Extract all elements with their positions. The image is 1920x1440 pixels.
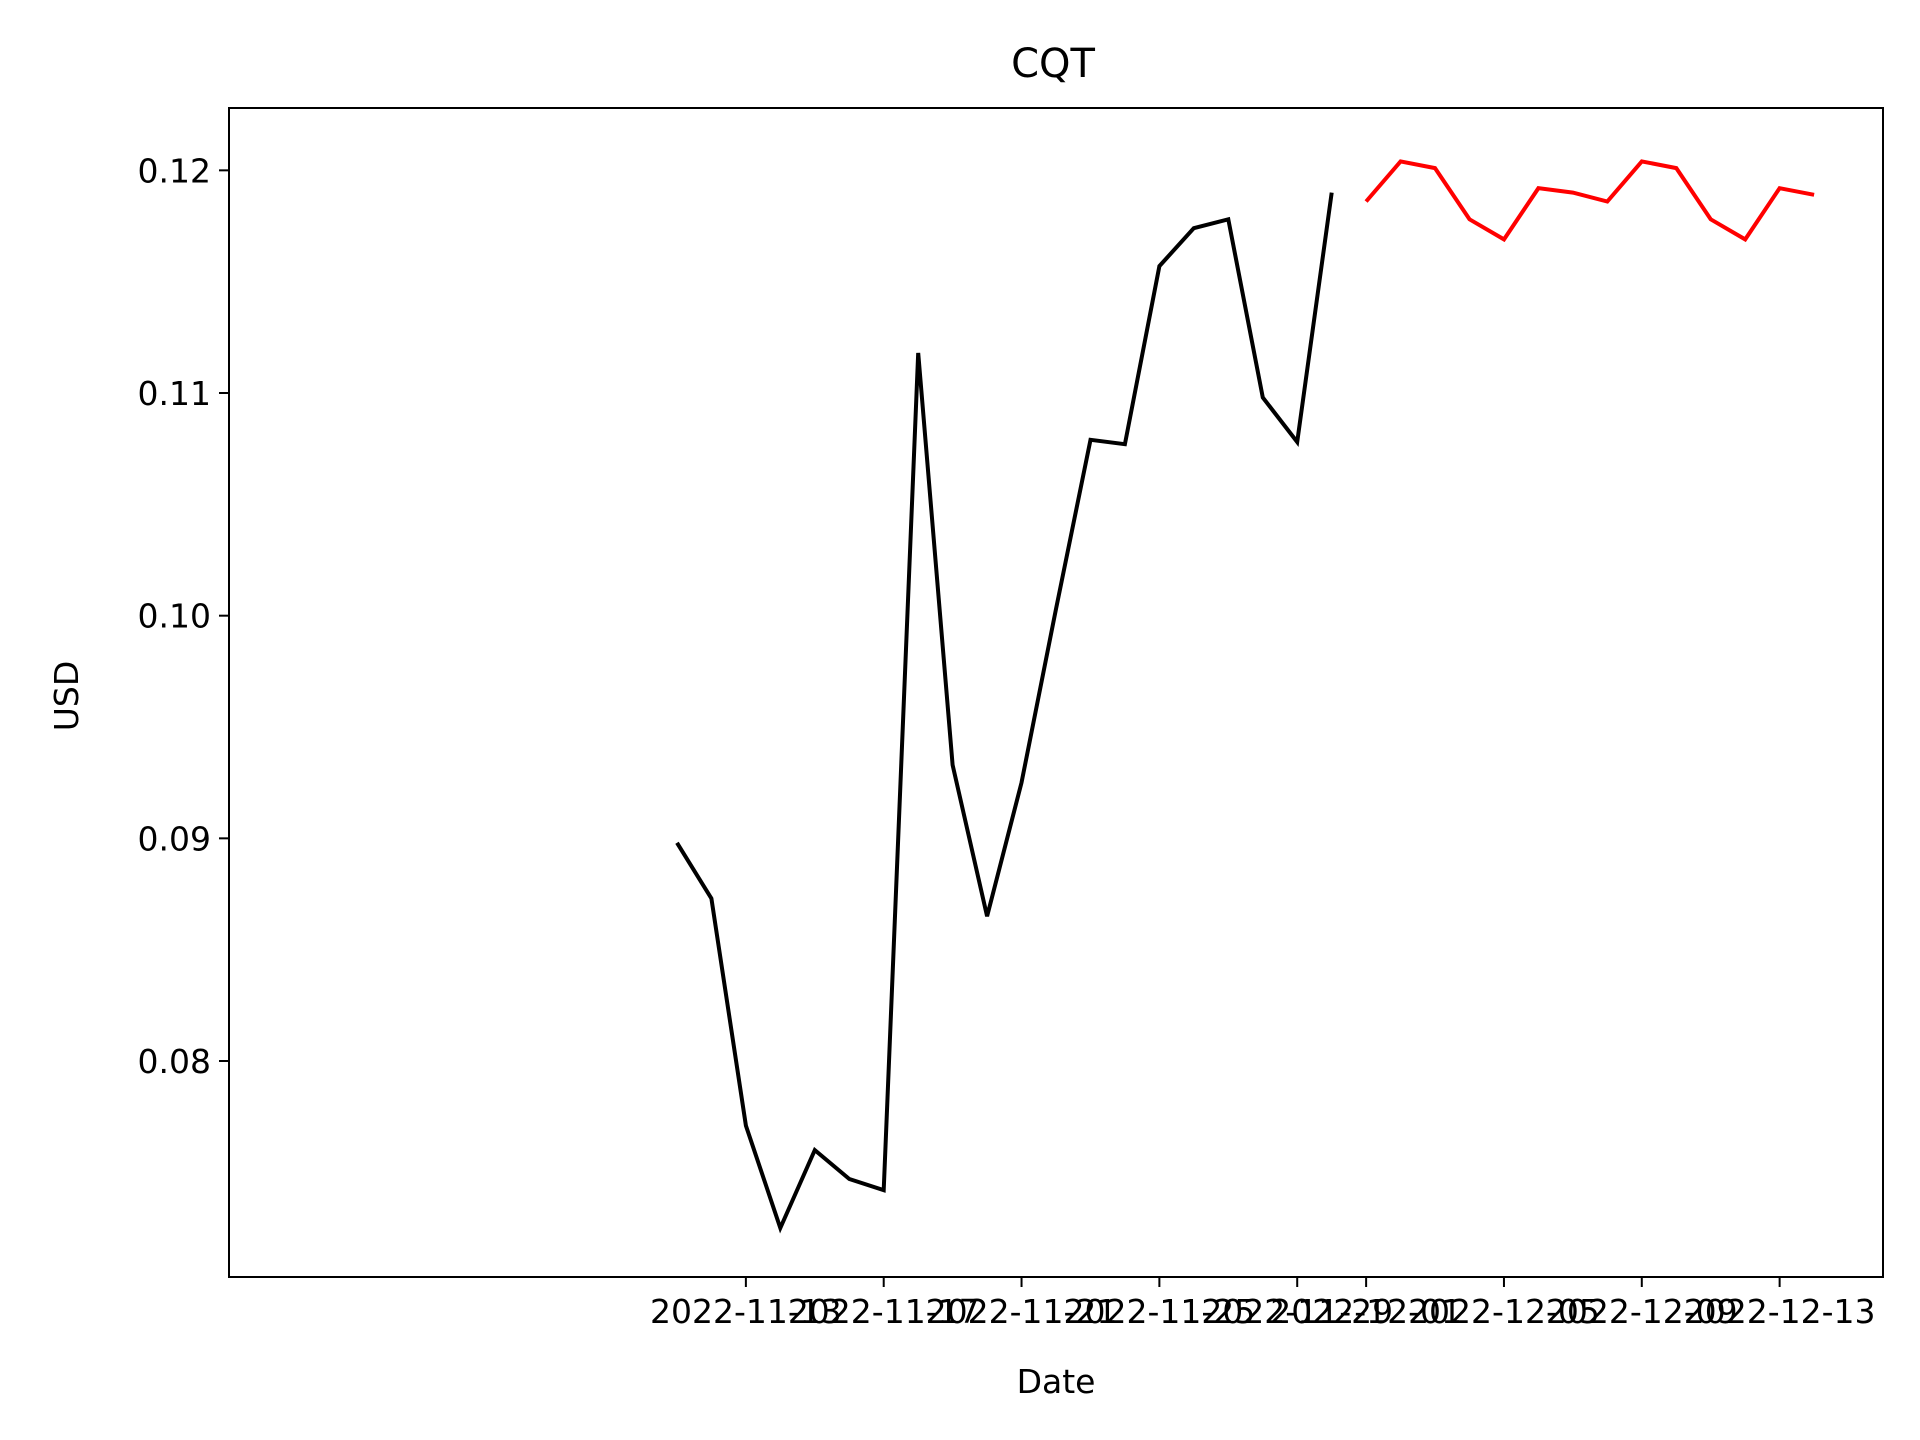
x-tick-label: 2022-12-13 xyxy=(1684,1292,1876,1331)
series-line-2 xyxy=(1364,159,1815,243)
x-axis-title: Date xyxy=(1017,1362,1096,1401)
x-axis-ticks: 2022-11-132022-11-172022-11-212022-11-25… xyxy=(650,1277,1876,1331)
y-tick-label: 0.08 xyxy=(138,1042,211,1081)
chart-title: CQT xyxy=(1011,41,1095,87)
x-tick-label: 2022-11-13 xyxy=(650,1292,842,1331)
x-tick-label: 2022-12-01 xyxy=(1270,1292,1462,1331)
x-tick-label: 2022-11-29 xyxy=(1201,1292,1393,1331)
x-tick-label: 2022-12-09 xyxy=(1546,1292,1738,1331)
y-tick-label: 0.11 xyxy=(138,374,211,413)
y-axis-ticks: 0.08 0.09 0.10 0.11 0.12 xyxy=(138,151,229,1081)
series-layer xyxy=(675,159,1815,1234)
x-tick-label: 2022-11-21 xyxy=(926,1292,1118,1331)
x-tick-label: 2022-11-17 xyxy=(788,1292,980,1331)
x-tick-label: 2022-12-05 xyxy=(1408,1292,1600,1331)
y-tick-label: 0.12 xyxy=(138,151,211,190)
y-tick-label: 0.10 xyxy=(138,597,211,636)
y-axis-title: USD xyxy=(47,661,86,732)
x-tick-label: 2022-11-25 xyxy=(1063,1292,1255,1331)
series-line-1 xyxy=(675,192,1334,1234)
y-tick-label: 0.09 xyxy=(138,819,211,858)
plot-area-frame xyxy=(228,107,1884,1278)
